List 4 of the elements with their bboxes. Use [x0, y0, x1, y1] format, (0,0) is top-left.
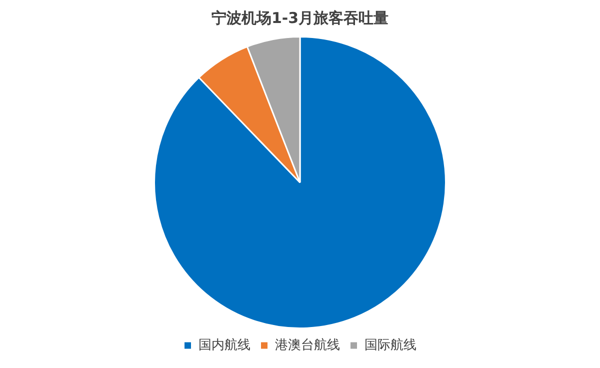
legend-label: 国内航线	[198, 338, 250, 353]
legend-label: 国际航线	[364, 338, 416, 353]
legend-label: 港澳台航线	[274, 338, 340, 353]
chart-title: 宁波机场1-3月旅客吞吐量	[211, 8, 389, 27]
